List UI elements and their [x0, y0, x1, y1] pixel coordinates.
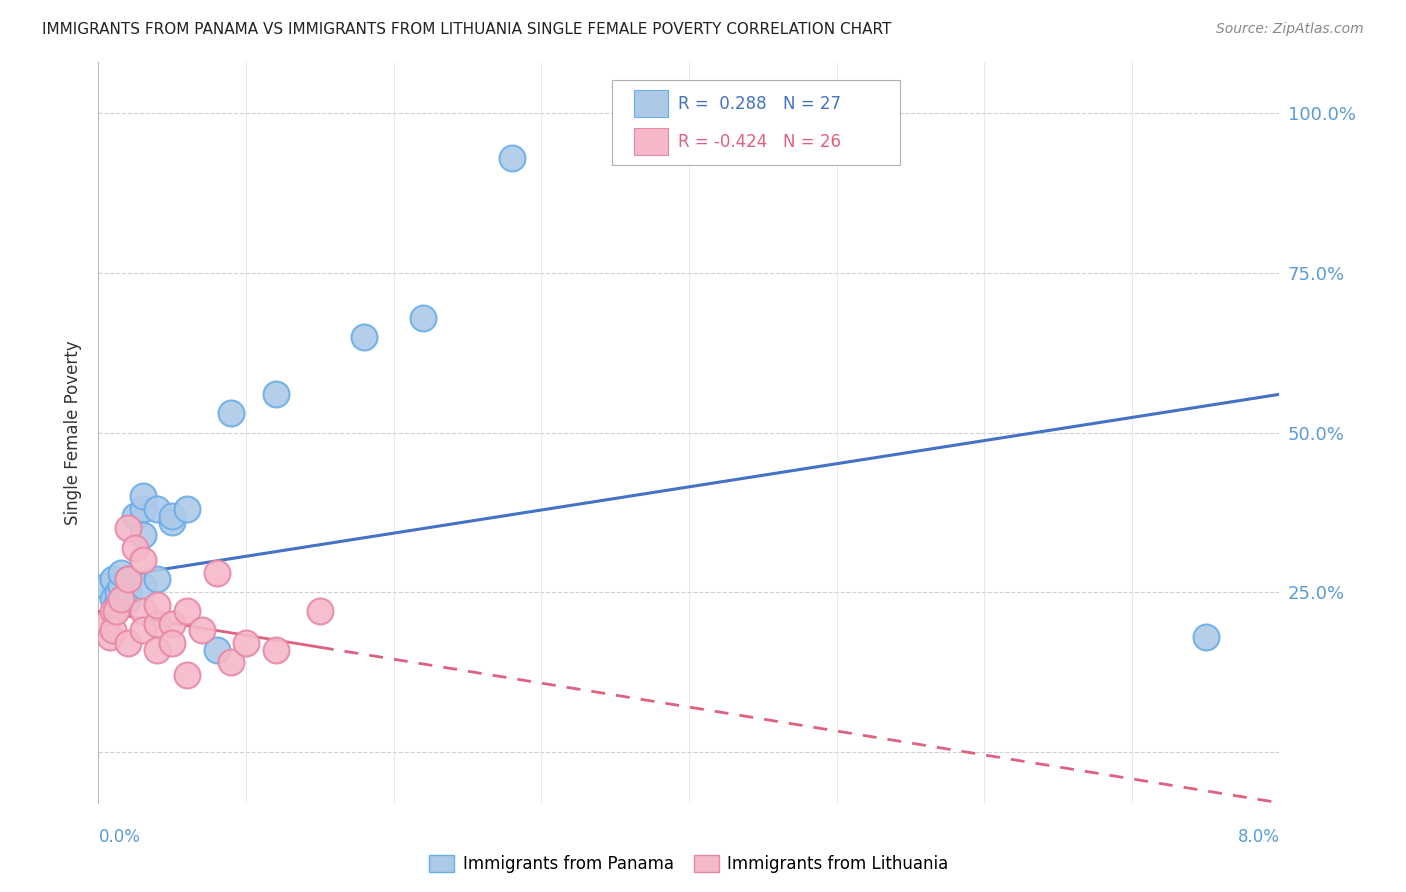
Point [221, 407, 243, 421]
Point [107, 585, 129, 599]
Text: N = 26: N = 26 [783, 133, 841, 151]
Point [205, 566, 228, 580]
Text: R = -0.424: R = -0.424 [678, 133, 766, 151]
Point [162, 636, 183, 650]
Point [221, 656, 243, 670]
Point [264, 642, 287, 657]
Point [235, 636, 257, 650]
Point [176, 502, 198, 516]
Point [117, 591, 139, 606]
Point [117, 636, 139, 650]
Point [132, 490, 155, 504]
Point [117, 585, 139, 599]
Text: N = 27: N = 27 [783, 95, 841, 112]
Text: Source: ZipAtlas.com: Source: ZipAtlas.com [1216, 22, 1364, 37]
Legend: Immigrants from Panama, Immigrants from Lithuania: Immigrants from Panama, Immigrants from … [423, 848, 955, 880]
Point [103, 591, 125, 606]
Point [162, 515, 183, 529]
Point [1195, 630, 1218, 644]
Point [132, 553, 155, 567]
Point [146, 573, 169, 587]
Point [103, 573, 125, 587]
Point [309, 604, 332, 618]
Point [146, 642, 169, 657]
Point [105, 598, 128, 612]
Text: 0.0%: 0.0% [98, 829, 141, 847]
Point [132, 502, 155, 516]
Point [110, 566, 132, 580]
Point [94, 617, 117, 632]
Point [412, 310, 434, 325]
Point [132, 624, 155, 638]
Point [110, 579, 132, 593]
Point [501, 151, 523, 165]
Y-axis label: Single Female Poverty: Single Female Poverty [65, 341, 83, 524]
Point [264, 387, 287, 401]
Point [105, 604, 128, 618]
Point [132, 604, 155, 618]
Point [124, 508, 146, 523]
Point [353, 330, 375, 344]
Point [103, 624, 125, 638]
Point [205, 642, 228, 657]
Point [146, 502, 169, 516]
Point [124, 541, 146, 555]
Point [132, 527, 155, 541]
Point [98, 630, 121, 644]
Point [110, 591, 132, 606]
Text: 8.0%: 8.0% [1237, 829, 1279, 847]
Point [191, 624, 214, 638]
Point [176, 604, 198, 618]
Point [117, 573, 139, 587]
Point [176, 668, 198, 682]
Point [94, 579, 117, 593]
Point [132, 579, 155, 593]
Point [117, 521, 139, 535]
Point [146, 598, 169, 612]
Point [103, 604, 125, 618]
Point [117, 573, 139, 587]
Point [162, 508, 183, 523]
Text: IMMIGRANTS FROM PANAMA VS IMMIGRANTS FROM LITHUANIA SINGLE FEMALE POVERTY CORREL: IMMIGRANTS FROM PANAMA VS IMMIGRANTS FRO… [42, 22, 891, 37]
Point [146, 617, 169, 632]
Point [162, 617, 183, 632]
Text: R =  0.288: R = 0.288 [678, 95, 766, 112]
